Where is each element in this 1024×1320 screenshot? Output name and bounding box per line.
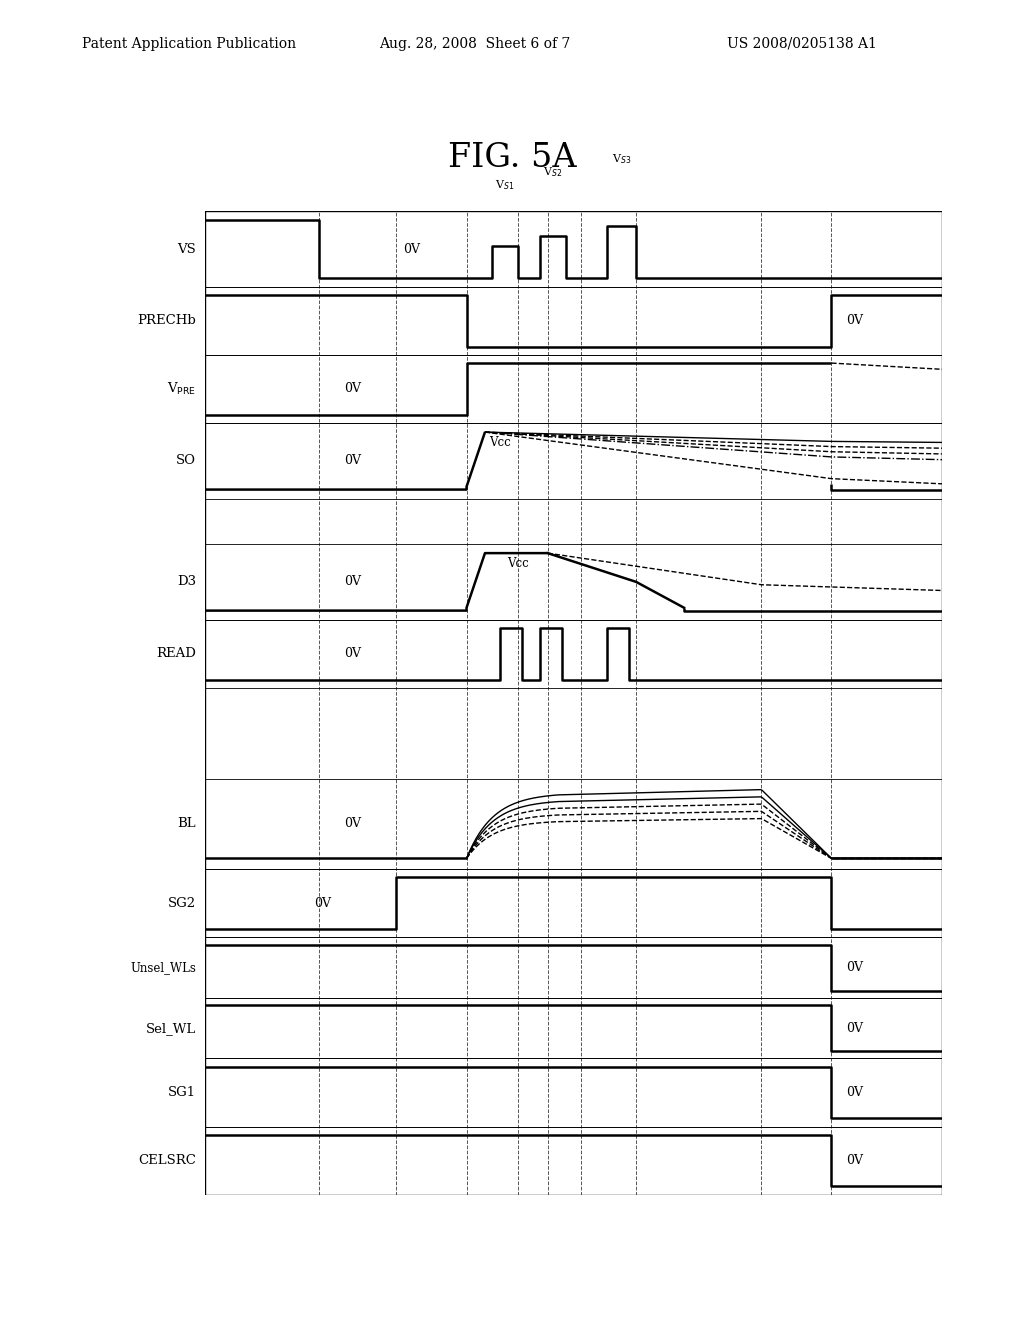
- Text: Patent Application Publication: Patent Application Publication: [82, 37, 296, 50]
- Text: CELSRC: CELSRC: [138, 1154, 196, 1167]
- Text: FIG. 5A: FIG. 5A: [447, 143, 577, 174]
- Text: V$_{S2}$: V$_{S2}$: [543, 165, 562, 178]
- Text: Unsel_WLs: Unsel_WLs: [130, 961, 196, 974]
- Text: V$_{S1}$: V$_{S1}$: [496, 178, 515, 191]
- Text: 0V: 0V: [846, 1086, 863, 1100]
- Text: 0V: 0V: [402, 243, 420, 256]
- Text: Vcc: Vcc: [488, 436, 510, 449]
- Text: 0V: 0V: [344, 454, 360, 467]
- Text: SO: SO: [176, 454, 196, 467]
- Text: BL: BL: [177, 817, 196, 830]
- Text: US 2008/0205138 A1: US 2008/0205138 A1: [727, 37, 877, 50]
- Text: Vcc: Vcc: [507, 557, 528, 570]
- Text: PRECHb: PRECHb: [137, 314, 196, 327]
- Text: 0V: 0V: [344, 647, 360, 660]
- Text: 0V: 0V: [846, 961, 863, 974]
- Text: Aug. 28, 2008  Sheet 6 of 7: Aug. 28, 2008 Sheet 6 of 7: [379, 37, 570, 50]
- Text: 0V: 0V: [846, 314, 863, 327]
- Text: D3: D3: [177, 576, 196, 589]
- Text: V$_{S3}$: V$_{S3}$: [611, 152, 631, 166]
- Text: READ: READ: [156, 647, 196, 660]
- Text: 0V: 0V: [344, 576, 360, 589]
- Text: SG1: SG1: [168, 1086, 196, 1100]
- Text: 0V: 0V: [344, 817, 360, 830]
- Text: 0V: 0V: [846, 1154, 863, 1167]
- Text: VS: VS: [177, 243, 196, 256]
- Text: 0V: 0V: [846, 1022, 863, 1035]
- Text: V$_\mathrm{PRE}$: V$_\mathrm{PRE}$: [167, 381, 196, 397]
- Text: 0V: 0V: [314, 896, 332, 909]
- Text: SG2: SG2: [168, 896, 196, 909]
- Text: 0V: 0V: [344, 383, 360, 396]
- Text: Sel_WL: Sel_WL: [145, 1022, 196, 1035]
